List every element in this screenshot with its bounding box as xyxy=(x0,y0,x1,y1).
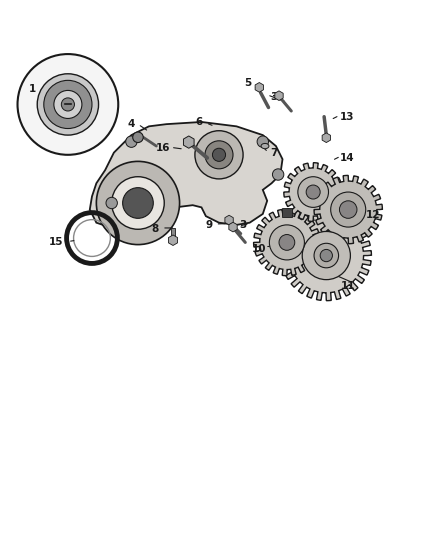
Polygon shape xyxy=(281,211,371,301)
Text: 5: 5 xyxy=(244,78,251,88)
Text: 3: 3 xyxy=(270,92,277,102)
Text: 12: 12 xyxy=(366,210,381,220)
Text: 16: 16 xyxy=(155,143,170,154)
Circle shape xyxy=(133,132,143,142)
Bar xyxy=(282,208,292,217)
Circle shape xyxy=(205,141,233,169)
Circle shape xyxy=(96,161,180,245)
Circle shape xyxy=(320,249,332,262)
Circle shape xyxy=(272,169,284,180)
Polygon shape xyxy=(254,209,320,276)
Circle shape xyxy=(195,131,243,179)
Circle shape xyxy=(298,177,328,207)
Text: 8: 8 xyxy=(152,224,159,235)
Text: 4: 4 xyxy=(128,119,135,129)
Circle shape xyxy=(126,136,137,147)
Circle shape xyxy=(306,185,320,199)
Circle shape xyxy=(54,91,82,118)
Circle shape xyxy=(212,148,226,161)
Circle shape xyxy=(37,74,99,135)
Text: 6: 6 xyxy=(196,117,203,127)
Circle shape xyxy=(314,243,339,268)
Ellipse shape xyxy=(261,143,269,149)
Text: 9: 9 xyxy=(205,220,212,230)
Circle shape xyxy=(279,235,295,251)
Circle shape xyxy=(123,188,153,219)
Circle shape xyxy=(339,201,357,219)
Text: 1: 1 xyxy=(29,84,36,94)
Polygon shape xyxy=(90,122,283,227)
Text: 3: 3 xyxy=(240,220,247,230)
Polygon shape xyxy=(314,175,382,244)
Text: 2: 2 xyxy=(58,93,65,103)
Circle shape xyxy=(112,177,164,229)
Circle shape xyxy=(44,80,92,128)
Circle shape xyxy=(269,225,304,260)
Text: 7: 7 xyxy=(270,149,277,158)
Text: 10: 10 xyxy=(252,244,267,254)
Circle shape xyxy=(302,231,350,280)
Text: 13: 13 xyxy=(339,112,354,122)
Circle shape xyxy=(257,136,268,147)
Text: 11: 11 xyxy=(341,281,356,291)
Polygon shape xyxy=(284,163,343,221)
Text: 14: 14 xyxy=(339,153,354,163)
Circle shape xyxy=(61,98,74,111)
Circle shape xyxy=(18,54,118,155)
Circle shape xyxy=(331,192,366,227)
Circle shape xyxy=(106,197,117,209)
Bar xyxy=(171,228,175,238)
Text: 15: 15 xyxy=(49,237,64,247)
